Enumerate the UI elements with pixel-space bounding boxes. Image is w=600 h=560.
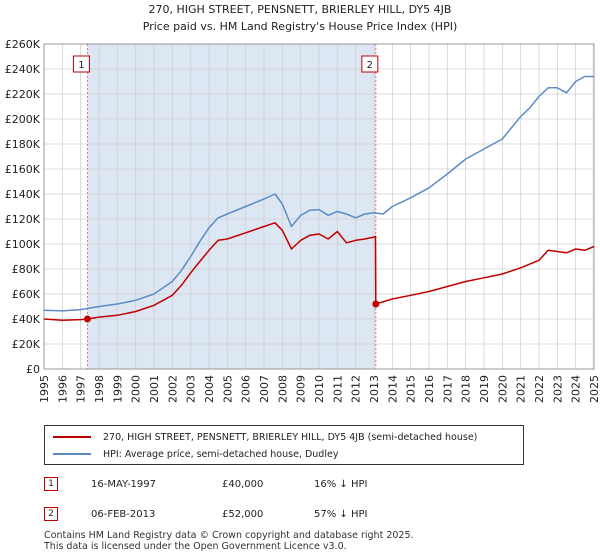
x-tick-label: 1996 — [56, 375, 69, 403]
x-tick-label: 2010 — [313, 375, 326, 403]
footer-copyright: Contains HM Land Registry data © Crown c… — [44, 530, 414, 541]
property-price-line — [43, 222, 595, 322]
x-tick-label: 2023 — [551, 375, 564, 403]
annotation-box — [361, 55, 379, 73]
legend-item-property: 270, HIGH STREET, PENSNETT, BRIERLEY HIL… — [53, 429, 477, 445]
plot-frame — [43, 43, 595, 370]
x-tick-label: 2000 — [130, 375, 143, 403]
forecast-region — [592, 44, 594, 369]
x-tick-label: 2005 — [221, 375, 234, 403]
sale-point — [83, 315, 91, 323]
sale-point — [372, 300, 380, 308]
y-tick-label: £120K — [5, 213, 41, 226]
x-tick-label: 1999 — [111, 375, 124, 403]
x-tick-label: 2016 — [423, 375, 436, 403]
transaction-marker: 1 — [44, 477, 58, 491]
footer-license: This data is licensed under the Open Gov… — [44, 541, 347, 552]
x-tick-label: 2011 — [331, 375, 344, 403]
transaction-hpi-diff: 57% ↓ HPI — [314, 508, 368, 520]
y-tick-label: £200K — [5, 113, 41, 126]
legend-item-hpi: HPI: Average price, semi-detached house,… — [53, 446, 338, 462]
x-tick-label: 2004 — [203, 375, 216, 403]
x-tick-label: 2017 — [441, 375, 454, 403]
y-tick-label: £180K — [5, 138, 41, 151]
x-tick-label: 1998 — [93, 375, 106, 403]
x-tick-label: 2013 — [368, 375, 381, 403]
footer: Contains HM Land Registry data © Crown c… — [44, 530, 414, 552]
legend-swatch-property — [53, 436, 91, 438]
hpi-line — [43, 75, 594, 312]
y-tick-label: £40K — [12, 313, 41, 326]
y-tick-label: £0 — [26, 363, 40, 376]
legend: 270, HIGH STREET, PENSNETT, BRIERLEY HIL… — [44, 425, 524, 465]
x-tick-label: 2014 — [386, 375, 399, 403]
chart-subtitle: Price paid vs. HM Land Registry's House … — [143, 20, 458, 33]
x-tick-label: 2007 — [258, 375, 271, 403]
y-tick-label: £160K — [5, 163, 41, 176]
x-tick-label: 2018 — [460, 375, 473, 403]
ownership-shading — [87, 44, 376, 369]
transaction-hpi-diff: 16% ↓ HPI — [314, 478, 368, 490]
x-tick-label: 2019 — [478, 375, 491, 403]
y-tick-label: £220K — [5, 88, 41, 101]
transaction-date: 06-FEB-2013 — [91, 508, 156, 520]
transaction-date: 16-MAY-1997 — [91, 478, 157, 490]
x-tick-label: 2024 — [570, 375, 583, 403]
x-tick-label: 2008 — [276, 375, 289, 403]
transaction-price: £40,000 — [222, 478, 264, 490]
chart: 270, HIGH STREET, PENSNETT, BRIERLEY HIL… — [5, 3, 600, 403]
y-tick-label: £100K — [5, 238, 41, 251]
x-tick-label: 2022 — [533, 375, 546, 403]
transaction-row: 2 06-FEB-2013 £52,000 57% ↓ HPI — [44, 504, 444, 524]
x-tick-label: 2001 — [148, 375, 161, 403]
y-tick-label: £60K — [12, 288, 41, 301]
y-tick-label: £240K — [5, 63, 41, 76]
x-tick-label: 2003 — [185, 375, 198, 403]
x-tick-label: 1995 — [38, 375, 51, 403]
x-tick-label: 2009 — [295, 375, 308, 403]
y-tick-label: £80K — [12, 263, 41, 276]
transaction-row: 1 16-MAY-1997 £40,000 16% ↓ HPI — [44, 474, 444, 494]
x-tick-label: 2002 — [166, 375, 179, 403]
transaction-price: £52,000 — [222, 508, 264, 520]
y-tick-label: £260K — [5, 38, 41, 51]
x-tick-label: 1997 — [75, 375, 88, 403]
plot-area: £0 £20K £40K £60K £80K £100K £120K £140K £160K £1… — [5, 38, 600, 403]
legend-label-hpi: HPI: Average price, semi-detached house,… — [103, 448, 339, 460]
legend-swatch-hpi — [53, 453, 91, 455]
x-tick-label: 2012 — [350, 375, 363, 403]
annotation-label: 2 — [367, 60, 373, 71]
x-tick-label: 2021 — [515, 375, 528, 403]
y-tick-label: £140K — [5, 188, 41, 201]
x-tick-label: 2025 — [588, 375, 600, 403]
legend-label-property: 270, HIGH STREET, PENSNETT, BRIERLEY HIL… — [103, 431, 478, 443]
y-tick-label: £20K — [12, 338, 41, 351]
chart-title: 270, HIGH STREET, PENSNETT, BRIERLEY HIL… — [149, 3, 452, 16]
annotation-box — [72, 55, 90, 73]
x-tick-label: 2006 — [240, 375, 253, 403]
annotation-label: 1 — [78, 60, 84, 71]
x-tick-label: 2015 — [405, 375, 418, 403]
x-tick-label: 2020 — [496, 375, 509, 403]
transaction-marker: 2 — [44, 507, 58, 521]
